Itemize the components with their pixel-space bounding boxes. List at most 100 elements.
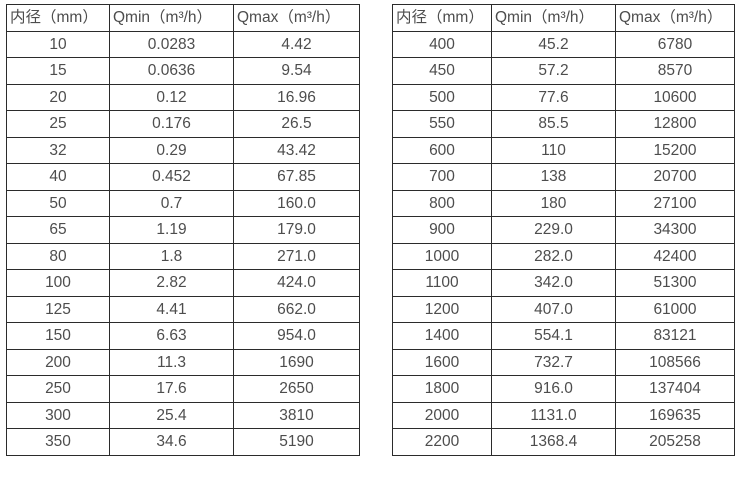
table-row: 300 25.4 3810 [6, 401, 360, 429]
table-cell: 51300 [615, 269, 735, 297]
table-cell: 954.0 [233, 322, 360, 350]
flow-rate-tables: 内径（mm） Qmin（m³/h） Qmax（m³/h） 10 0.0283 4.42 15… [6, 4, 735, 456]
table-cell: 1.8 [109, 242, 234, 270]
table-cell: 15 [6, 57, 110, 85]
table-cell: 550 [392, 110, 492, 138]
table-cell: 137404 [615, 375, 735, 403]
table-cell: 6780 [615, 30, 735, 58]
table-cell: 1131.0 [491, 401, 616, 429]
table-row: 10 0.0283 4.42 [6, 30, 360, 58]
table-cell: 25 [6, 110, 110, 138]
header-row: 内径（mm） Qmin（m³/h） Qmax（m³/h） [6, 4, 360, 32]
column-header: Qmin（m³/h） [109, 4, 234, 32]
table-cell: 43.42 [233, 136, 360, 164]
table-cell: 229.0 [491, 216, 616, 244]
table-row: 1000 282.0 42400 [392, 242, 735, 270]
table-cell: 282.0 [491, 242, 616, 270]
table-row: 1400 554.1 83121 [392, 322, 735, 350]
table-cell: 9.54 [233, 57, 360, 85]
table-cell: 500 [392, 83, 492, 111]
table-row: 600 110 15200 [392, 136, 735, 164]
table-row: 40 0.452 67.85 [6, 163, 360, 191]
table-cell: 2.82 [109, 269, 234, 297]
table-cell: 2650 [233, 375, 360, 403]
table-row: 1600 732.7 108566 [392, 348, 735, 376]
table-cell: 450 [392, 57, 492, 85]
table-cell: 50 [6, 189, 110, 217]
table-cell: 424.0 [233, 269, 360, 297]
flow-table-small: 内径（mm） Qmin（m³/h） Qmax（m³/h） 10 0.0283 4.42 15… [6, 4, 360, 456]
table-cell: 40 [6, 163, 110, 191]
table-cell: 150 [6, 322, 110, 350]
table-cell: 205258 [615, 428, 735, 456]
table-cell: 57.2 [491, 57, 616, 85]
table-row: 1800 916.0 137404 [392, 375, 735, 403]
table-cell: 1800 [392, 375, 492, 403]
column-header: Qmax（m³/h） [615, 4, 735, 32]
table-cell: 800 [392, 189, 492, 217]
column-header: 内径（mm） [6, 4, 110, 32]
table-cell: 2000 [392, 401, 492, 429]
table-cell: 732.7 [491, 348, 616, 376]
table-cell: 34.6 [109, 428, 234, 456]
table-cell: 1.19 [109, 216, 234, 244]
table-cell: 17.6 [109, 375, 234, 403]
table-cell: 0.0283 [109, 30, 234, 58]
table-row: 450 57.2 8570 [392, 57, 735, 85]
table-cell: 67.85 [233, 163, 360, 191]
table-cell: 12800 [615, 110, 735, 138]
table-cell: 0.0636 [109, 57, 234, 85]
table-cell: 700 [392, 163, 492, 191]
table-cell: 83121 [615, 322, 735, 350]
table-cell: 160.0 [233, 189, 360, 217]
table-cell: 1400 [392, 322, 492, 350]
table-row: 550 85.5 12800 [392, 110, 735, 138]
table-cell: 16.96 [233, 83, 360, 111]
table-cell: 4.42 [233, 30, 360, 58]
header-row: 内径（mm） Qmin（m³/h） Qmax（m³/h） [392, 4, 735, 32]
table-cell: 34300 [615, 216, 735, 244]
table-row: 125 4.41 662.0 [6, 295, 360, 323]
table-row: 400 45.2 6780 [392, 30, 735, 58]
table-cell: 271.0 [233, 242, 360, 270]
table-cell: 600 [392, 136, 492, 164]
table-row: 100 2.82 424.0 [6, 269, 360, 297]
table-cell: 11.3 [109, 348, 234, 376]
table-cell: 77.6 [491, 83, 616, 111]
table-cell: 42400 [615, 242, 735, 270]
table-row: 15 0.0636 9.54 [6, 57, 360, 85]
table-cell: 1690 [233, 348, 360, 376]
table-cell: 300 [6, 401, 110, 429]
table-cell: 662.0 [233, 295, 360, 323]
table-row: 500 77.6 10600 [392, 83, 735, 111]
table-row: 1200 407.0 61000 [392, 295, 735, 323]
table-cell: 1100 [392, 269, 492, 297]
table-cell: 138 [491, 163, 616, 191]
table-row: 2000 1131.0 169635 [392, 401, 735, 429]
table-cell: 108566 [615, 348, 735, 376]
table-cell: 1000 [392, 242, 492, 270]
table-row: 65 1.19 179.0 [6, 216, 360, 244]
table-cell: 3810 [233, 401, 360, 429]
table-row: 25 0.176 26.5 [6, 110, 360, 138]
table-cell: 0.7 [109, 189, 234, 217]
column-header: Qmin（m³/h） [491, 4, 616, 32]
column-header: Qmax（m³/h） [233, 4, 360, 32]
table-cell: 65 [6, 216, 110, 244]
column-header: 内径（mm） [392, 4, 492, 32]
table-cell: 0.176 [109, 110, 234, 138]
table-cell: 342.0 [491, 269, 616, 297]
flow-table-large: 内径（mm） Qmin（m³/h） Qmax（m³/h） 400 45.2 6780 450… [392, 4, 735, 456]
table-cell: 554.1 [491, 322, 616, 350]
table-cell: 179.0 [233, 216, 360, 244]
table-row: 150 6.63 954.0 [6, 322, 360, 350]
table-cell: 15200 [615, 136, 735, 164]
table-cell: 0.452 [109, 163, 234, 191]
table-cell: 6.63 [109, 322, 234, 350]
table-cell: 1368.4 [491, 428, 616, 456]
table-row: 2200 1368.4 205258 [392, 428, 735, 456]
table-cell: 32 [6, 136, 110, 164]
table-row: 900 229.0 34300 [392, 216, 735, 244]
table-cell: 27100 [615, 189, 735, 217]
